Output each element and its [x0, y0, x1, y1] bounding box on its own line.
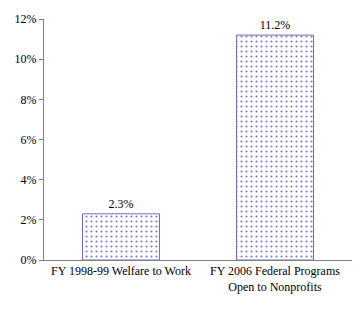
svg-text:10%: 10% [15, 52, 37, 66]
svg-text:11.2%: 11.2% [260, 18, 291, 32]
svg-text:8%: 8% [21, 93, 37, 107]
svg-text:4%: 4% [21, 173, 37, 187]
svg-text:0%: 0% [21, 253, 37, 267]
svg-text:FY 1998-99 Welfare to Work: FY 1998-99 Welfare to Work [51, 264, 191, 278]
svg-text:6%: 6% [21, 133, 37, 147]
svg-text:2%: 2% [21, 213, 37, 227]
svg-text:FY 2006 Federal ProgramsOpen t: FY 2006 Federal ProgramsOpen to Nonprofi… [210, 264, 340, 294]
svg-text:2.3%: 2.3% [109, 197, 134, 211]
svg-text:12%: 12% [15, 12, 37, 26]
